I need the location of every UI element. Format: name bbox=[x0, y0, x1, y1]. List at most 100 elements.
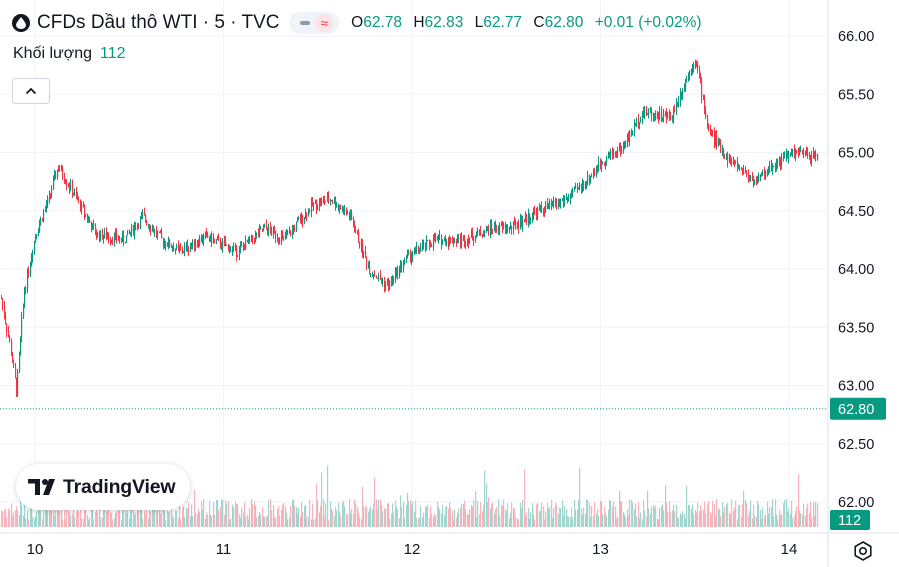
candle-body bbox=[396, 268, 398, 273]
volume-bar bbox=[737, 519, 739, 527]
volume-bar bbox=[795, 511, 797, 527]
volume-bar bbox=[613, 501, 615, 527]
volume-bar bbox=[480, 502, 482, 527]
volume-bar bbox=[50, 506, 52, 527]
candle-body bbox=[548, 204, 550, 208]
volume-bar bbox=[213, 502, 215, 527]
volume-bar bbox=[296, 506, 298, 527]
volume-bar bbox=[47, 503, 49, 527]
volume-bar bbox=[556, 504, 558, 527]
volume-bar bbox=[724, 507, 726, 527]
volume-bar bbox=[380, 499, 382, 527]
candle-body bbox=[346, 209, 348, 214]
volume-bar bbox=[249, 508, 251, 527]
candle-body bbox=[106, 231, 108, 239]
volume-bar bbox=[107, 510, 109, 527]
volume-bar bbox=[221, 499, 223, 527]
candle-body bbox=[328, 196, 330, 202]
volume-legend[interactable]: Khối lượng 112 bbox=[13, 45, 126, 63]
volume-bar bbox=[340, 516, 342, 527]
candle-body bbox=[495, 225, 497, 230]
price-axis[interactable]: 62.00 62.50 63.00 63.50 64.00 64.50 65.00 65.50… bbox=[838, 29, 874, 511]
indicator-toggle[interactable]: ≈ bbox=[289, 12, 340, 34]
volume-bar bbox=[209, 500, 211, 527]
candle-body bbox=[152, 228, 154, 231]
settings-icon[interactable] bbox=[852, 540, 874, 562]
candle-body bbox=[487, 227, 489, 229]
volume-bar bbox=[476, 517, 478, 527]
candle-body bbox=[24, 291, 26, 304]
candle-body bbox=[526, 214, 528, 223]
candle-body bbox=[408, 250, 410, 254]
candle-body bbox=[689, 71, 691, 76]
tradingview-logo[interactable]: TradingView bbox=[16, 464, 190, 510]
candle-body bbox=[477, 229, 479, 234]
volume-bar bbox=[312, 503, 314, 527]
candle-body bbox=[612, 150, 614, 155]
volume-bar bbox=[31, 507, 33, 527]
candle-body bbox=[655, 113, 657, 119]
candle-body bbox=[593, 172, 595, 177]
volume-bar bbox=[72, 514, 74, 527]
candle-body bbox=[467, 238, 469, 244]
volume-bar bbox=[30, 501, 32, 527]
candle-body bbox=[704, 98, 706, 112]
candle-body bbox=[705, 111, 707, 118]
candle-body bbox=[381, 279, 383, 282]
volume-bar bbox=[568, 516, 570, 527]
volume-bar bbox=[647, 490, 649, 527]
collapse-legend-button[interactable] bbox=[12, 78, 50, 104]
volume-bar bbox=[411, 504, 413, 527]
volume-bar bbox=[11, 503, 13, 527]
tradingview-logo-icon bbox=[28, 479, 55, 495]
volume-bar bbox=[442, 504, 444, 527]
volume-bar bbox=[672, 510, 674, 527]
volume-bar bbox=[640, 512, 642, 527]
volume-bar bbox=[425, 506, 427, 527]
volume-bar bbox=[154, 501, 156, 527]
volume-bar bbox=[99, 508, 101, 527]
candle-body bbox=[228, 244, 230, 246]
volume-bar bbox=[549, 506, 551, 527]
candle-body bbox=[415, 249, 417, 251]
volume-bar bbox=[577, 509, 579, 527]
candle-body bbox=[370, 274, 372, 276]
volume-bar bbox=[498, 499, 500, 527]
candle-body bbox=[754, 179, 756, 185]
volume-bar bbox=[650, 513, 652, 527]
candle-body bbox=[205, 232, 207, 235]
candle-body bbox=[662, 117, 664, 119]
volume-bar bbox=[53, 509, 55, 527]
time-axis[interactable]: 10 11 12 13 14 bbox=[27, 541, 798, 558]
candle-body bbox=[335, 199, 337, 207]
candle-body bbox=[232, 247, 234, 251]
candle-body bbox=[697, 62, 699, 70]
candle-body bbox=[615, 151, 617, 155]
volume-bar bbox=[648, 508, 650, 527]
volume-bar bbox=[716, 499, 718, 527]
volume-bar bbox=[384, 508, 386, 527]
candle-body bbox=[88, 219, 90, 221]
candle-body bbox=[638, 118, 640, 125]
candle-body bbox=[425, 242, 427, 249]
candle-body bbox=[108, 236, 110, 240]
volume-bar bbox=[605, 513, 607, 527]
candle-body bbox=[133, 225, 135, 234]
candle-body bbox=[431, 245, 433, 247]
candle-body bbox=[194, 239, 196, 248]
candle-body bbox=[623, 145, 625, 150]
candle-body bbox=[334, 199, 336, 203]
volume-bar bbox=[1, 510, 3, 527]
volume-bar bbox=[604, 506, 606, 527]
volume-bar bbox=[813, 502, 815, 527]
volume-bar bbox=[191, 504, 193, 527]
symbol-title[interactable]: CFDs Dầu thô WTI · 5 · TVC bbox=[37, 12, 280, 33]
candle-body bbox=[452, 237, 454, 243]
candle-body bbox=[748, 175, 750, 178]
candle-body bbox=[264, 225, 266, 228]
symbol-legend[interactable]: CFDs Dầu thô WTI · 5 · TVC ≈ O62.78 H62.… bbox=[12, 10, 709, 36]
candle-body bbox=[635, 123, 637, 126]
volume-bar bbox=[274, 517, 276, 527]
volume-bar bbox=[342, 502, 344, 527]
